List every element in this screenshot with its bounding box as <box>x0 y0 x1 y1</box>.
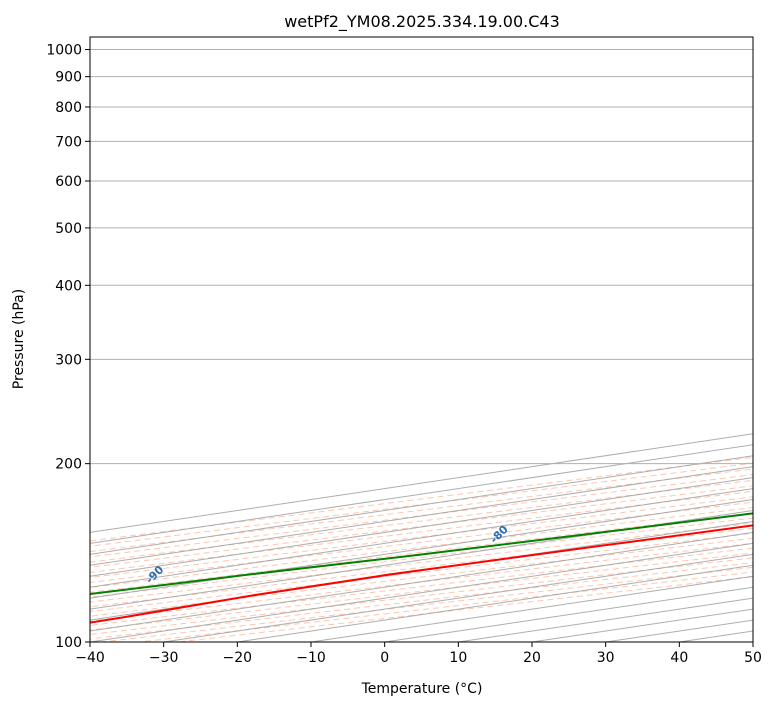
y-tick-label: 1000 <box>46 43 82 59</box>
isotherm-line <box>90 499 753 599</box>
x-tick-label: −10 <box>296 650 326 666</box>
x-tick-label: 40 <box>670 650 688 666</box>
y-tick-label: 300 <box>55 352 82 368</box>
y-tick-label: 700 <box>55 134 82 150</box>
series-layer <box>90 512 753 624</box>
background-lines <box>90 49 753 642</box>
isotherm-line <box>90 488 753 588</box>
y-tick-label: 600 <box>55 174 82 190</box>
x-tick-label: 0 <box>380 650 389 666</box>
dewpoint-profile <box>90 512 753 596</box>
isotherm-line <box>90 477 753 577</box>
x-tick-label: 20 <box>523 650 541 666</box>
isotherm-line <box>90 455 753 555</box>
x-axis: −40 −30 −20 −10 0 10 20 30 40 50 <box>75 642 762 666</box>
y-tick-label: 500 <box>55 221 82 237</box>
isotherm-line <box>90 531 753 632</box>
plot-frame <box>89 36 754 643</box>
x-tick-label: −20 <box>223 650 253 666</box>
x-tick-label: −40 <box>75 650 105 666</box>
y-tick-label: 800 <box>55 100 82 116</box>
isotherm-line <box>90 444 753 544</box>
x-axis-title: Temperature (°C) <box>361 681 483 697</box>
y-axis: 1000 900 800 700 600 500 400 300 200 100 <box>46 43 90 651</box>
isotherm-line <box>90 466 753 566</box>
isotherm-line <box>90 509 753 610</box>
x-tick-label: −30 <box>149 650 179 666</box>
y-tick-label: 400 <box>55 278 82 294</box>
y-tick-label: 100 <box>55 635 82 651</box>
x-tick-label: 50 <box>744 650 762 666</box>
y-axis-title: Pressure (hPa) <box>11 289 27 389</box>
x-tick-label: 10 <box>449 650 467 666</box>
y-tick-label: 200 <box>55 457 82 473</box>
isotherm-line <box>90 520 753 621</box>
chart-title: wetPf2_YM08.2025.334.19.00.C43 <box>284 12 560 32</box>
y-tick-label: 900 <box>55 70 82 86</box>
x-tick-label: 30 <box>597 650 615 666</box>
